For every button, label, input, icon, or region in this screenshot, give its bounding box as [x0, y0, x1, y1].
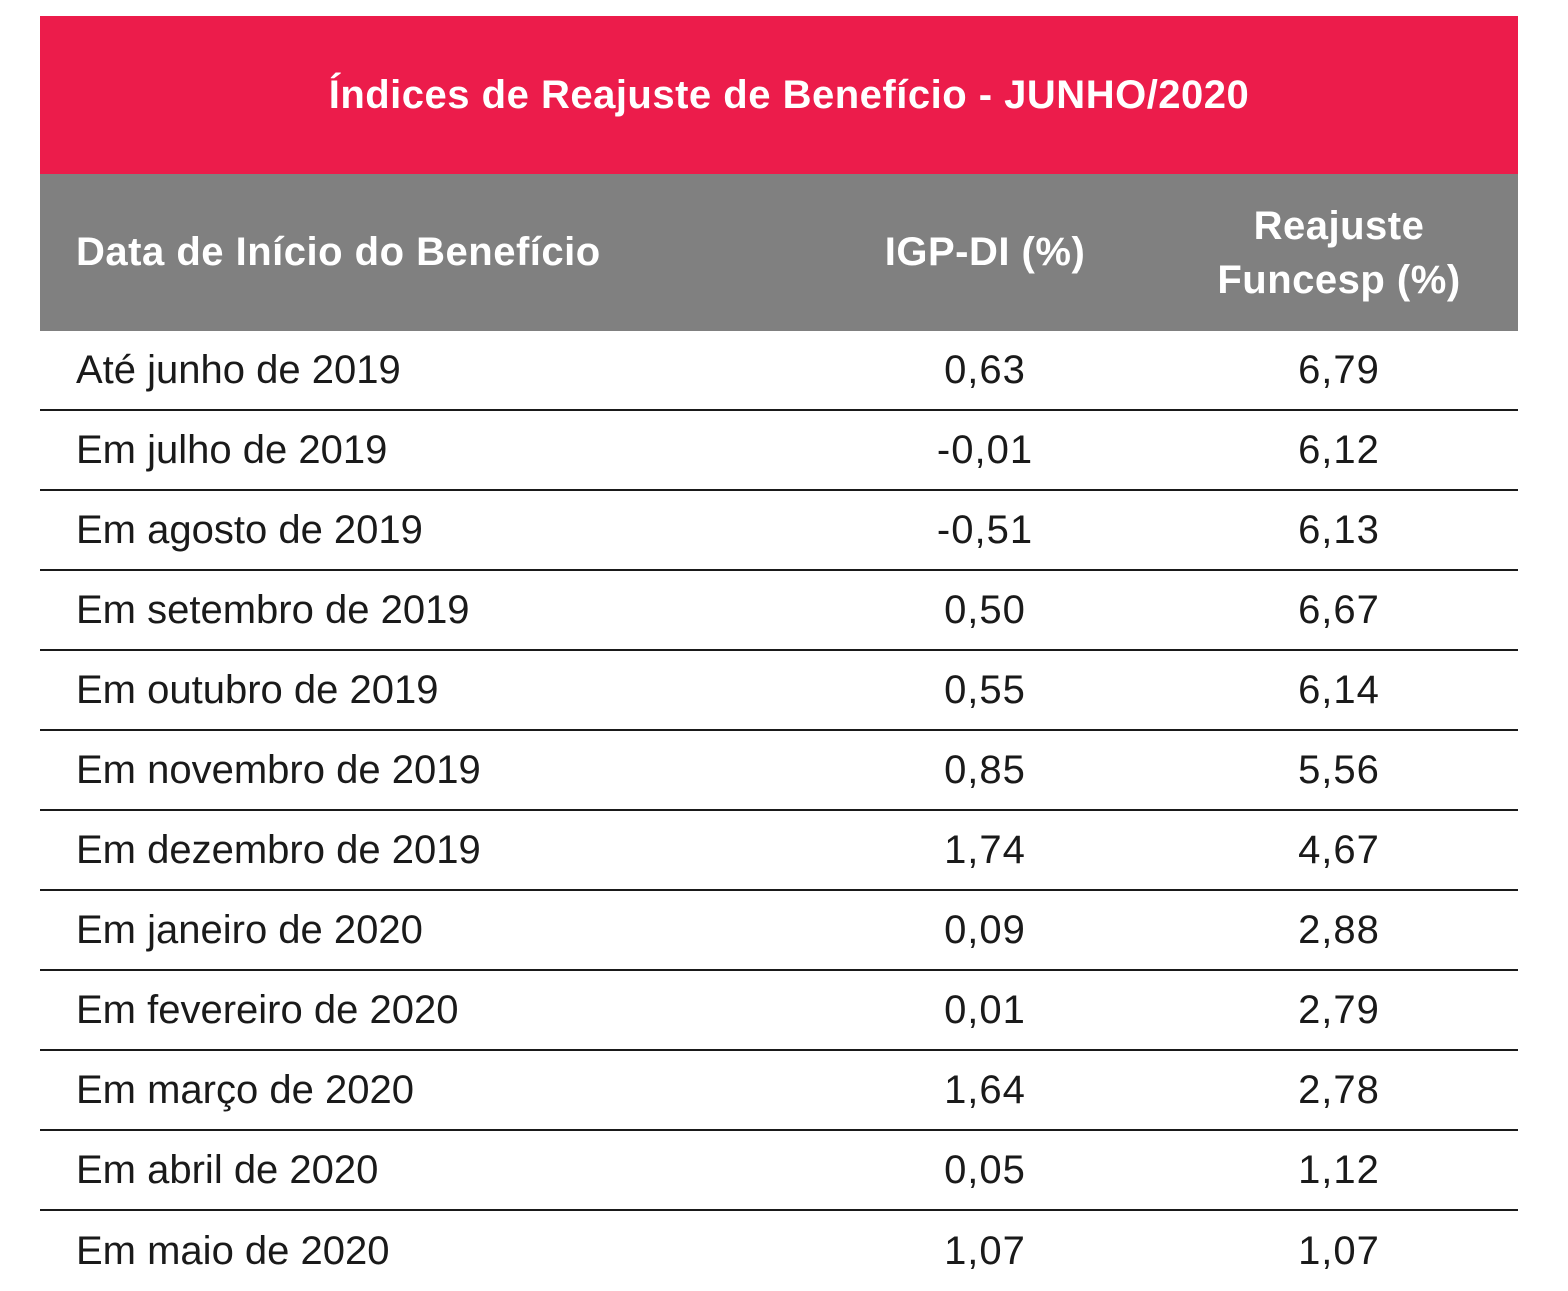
row-date-cell: Em maio de 2020 [76, 1228, 390, 1273]
row-funcesp-cell: 6,14 [1298, 667, 1380, 712]
row-date-cell: Em março de 2020 [76, 1067, 414, 1112]
row-igp-cell: 0,01 [944, 987, 1026, 1032]
row-funcesp-cell: 2,78 [1298, 1067, 1380, 1112]
table-title: Índices de Reajuste de Benefício - JUNHO… [328, 72, 1250, 117]
row-funcesp-cell: 5,56 [1298, 747, 1380, 792]
row-date-cell: Em agosto de 2019 [76, 507, 423, 552]
table-header-row: Data de Início do Benefício IGP-DI (%) R… [40, 174, 1518, 331]
row-funcesp-cell: 1,12 [1298, 1147, 1380, 1192]
row-funcesp-cell: 2,79 [1298, 987, 1380, 1032]
table-title-bar: Índices de Reajuste de Benefício - JUNHO… [40, 16, 1518, 174]
header-date: Data de Início do Benefício [76, 230, 601, 274]
row-igp-cell: 0,05 [944, 1147, 1026, 1192]
table-row: Em novembro de 2019 0,85 5,56 [40, 731, 1518, 811]
row-igp-cell: 1,64 [944, 1067, 1026, 1112]
benefit-adjustment-table: Índices de Reajuste de Benefício - JUNHO… [40, 16, 1518, 1291]
table-row: Em março de 2020 1,64 2,78 [40, 1051, 1518, 1131]
row-funcesp-cell: 6,13 [1298, 507, 1380, 552]
table-row: Em outubro de 2019 0,55 6,14 [40, 651, 1518, 731]
header-funcesp: Reajuste Funcesp (%) [1160, 199, 1518, 307]
table-row: Em agosto de 2019 -0,51 6,13 [40, 491, 1518, 571]
table-row: Em maio de 2020 1,07 1,07 [40, 1211, 1518, 1291]
row-date-cell: Em abril de 2020 [76, 1147, 379, 1192]
row-funcesp-cell: 6,79 [1298, 347, 1380, 392]
table-row: Em abril de 2020 0,05 1,12 [40, 1131, 1518, 1211]
row-igp-cell: 1,07 [944, 1228, 1026, 1273]
table-row: Até junho de 2019 0,63 6,79 [40, 331, 1518, 411]
table-row: Em fevereiro de 2020 0,01 2,79 [40, 971, 1518, 1051]
header-funcesp-line1: Reajuste [1253, 203, 1425, 248]
table-row: Em setembro de 2019 0,50 6,67 [40, 571, 1518, 651]
row-funcesp-cell: 4,67 [1298, 827, 1380, 872]
table-row: Em julho de 2019 -0,01 6,12 [40, 411, 1518, 491]
row-date-cell: Em julho de 2019 [76, 427, 388, 472]
table-row: Em dezembro de 2019 1,74 4,67 [40, 811, 1518, 891]
row-igp-cell: -0,51 [936, 507, 1034, 552]
header-igp: IGP-DI (%) [884, 230, 1086, 274]
table-row: Em janeiro de 2020 0,09 2,88 [40, 891, 1518, 971]
row-funcesp-cell: 6,12 [1298, 427, 1380, 472]
table-body: Até junho de 2019 0,63 6,79 Em julho de 201… [40, 331, 1518, 1291]
row-funcesp-cell: 2,88 [1298, 907, 1380, 952]
row-igp-cell: -0,01 [936, 427, 1034, 472]
row-date-cell: Em fevereiro de 2020 [76, 987, 459, 1032]
row-igp-cell: 0,63 [944, 347, 1026, 392]
row-funcesp-cell: 1,07 [1298, 1228, 1380, 1273]
row-date-cell: Em novembro de 2019 [76, 747, 481, 792]
row-date-cell: Em dezembro de 2019 [76, 827, 481, 872]
row-igp-cell: 0,85 [944, 747, 1026, 792]
row-date-cell: Em outubro de 2019 [76, 667, 439, 712]
row-date-cell: Até junho de 2019 [76, 347, 401, 392]
row-igp-cell: 0,50 [944, 587, 1026, 632]
row-funcesp-cell: 6,67 [1298, 587, 1380, 632]
row-igp-cell: 0,55 [944, 667, 1026, 712]
header-funcesp-line2: Funcesp (%) [1217, 257, 1461, 302]
row-igp-cell: 1,74 [944, 827, 1026, 872]
row-date-cell: Em setembro de 2019 [76, 587, 470, 632]
row-igp-cell: 0,09 [944, 907, 1026, 952]
row-date-cell: Em janeiro de 2020 [76, 907, 423, 952]
